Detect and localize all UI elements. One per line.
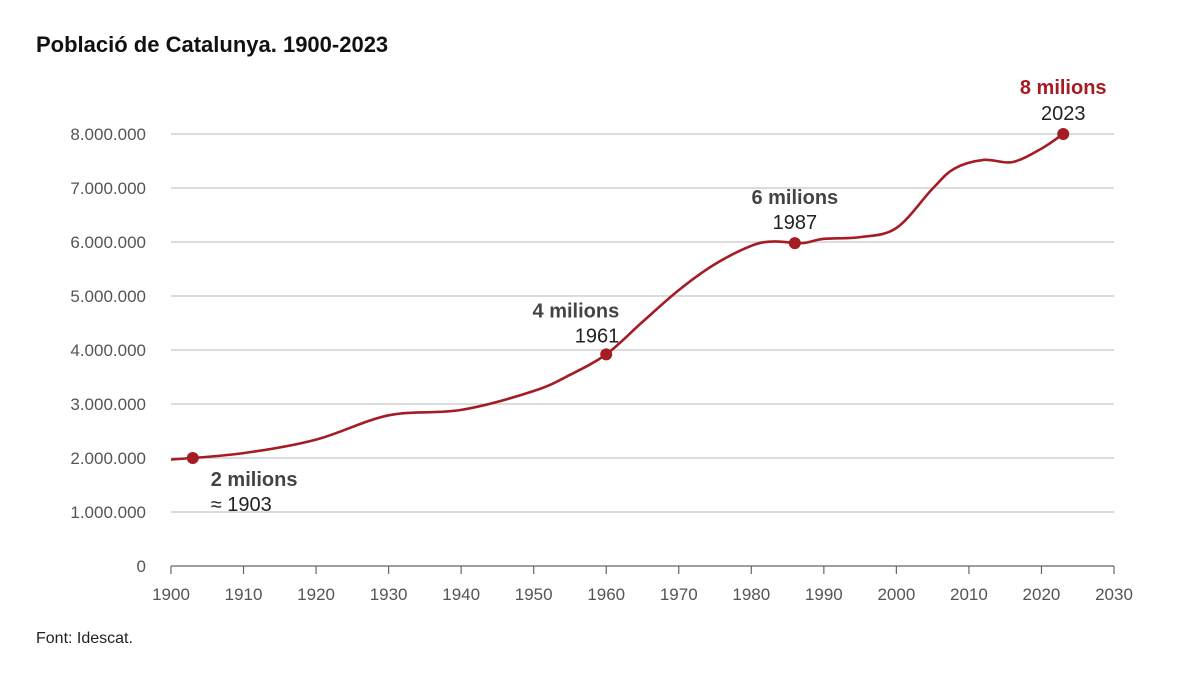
y-tick-label: 0 xyxy=(137,557,146,576)
annotation-label: 2 milions xyxy=(211,469,298,491)
x-tick-label: 1910 xyxy=(225,585,263,604)
annotation-year: 1961 xyxy=(575,325,620,347)
annotation-label: 6 milions xyxy=(751,187,838,209)
x-tick-label: 2030 xyxy=(1095,585,1133,604)
annotation-year: 2023 xyxy=(1041,103,1086,125)
data-point-marker xyxy=(1057,128,1070,140)
y-tick-label: 5.000.000 xyxy=(70,287,146,306)
x-tick-label: 1960 xyxy=(587,585,625,604)
y-tick-label: 2.000.000 xyxy=(70,449,146,468)
x-tick-label: 1940 xyxy=(442,585,480,604)
population-series xyxy=(170,132,1064,461)
x-tick-label: 1930 xyxy=(370,585,408,604)
annotation-label: 4 milions xyxy=(533,300,620,322)
annotation-label: 8 milions xyxy=(1020,77,1107,99)
x-tick-label: 1980 xyxy=(732,585,770,604)
grid-lines xyxy=(171,133,1114,513)
x-tick-label: 1990 xyxy=(805,585,843,604)
y-tick-label: 7.000.000 xyxy=(70,179,146,198)
x-tick-label: 1950 xyxy=(515,585,553,604)
y-tick-label: 6.000.000 xyxy=(70,233,146,252)
y-tick-label: 4.000.000 xyxy=(70,341,146,360)
chart-title: Població de Catalunya. 1900-2023 xyxy=(36,32,389,57)
data-point-marker xyxy=(788,237,801,250)
y-tick-label: 8.000.000 xyxy=(70,125,146,144)
data-point-marker xyxy=(186,452,199,464)
data-point-marker xyxy=(600,348,613,361)
x-tick-label: 1970 xyxy=(660,585,698,604)
y-tick-label: 3.000.000 xyxy=(70,395,146,414)
x-tick-label: 1920 xyxy=(297,585,335,604)
population-line xyxy=(170,132,1064,461)
x-tick-label: 2020 xyxy=(1023,585,1061,604)
x-tick-label: 2010 xyxy=(950,585,988,604)
x-axis: 1900 1910 1920 1930 1940 1950 1960 1970 1980 1990… xyxy=(152,565,1133,604)
x-tick-label: 1900 xyxy=(152,585,190,604)
y-axis-ticks: 0 1.000.000 2.000.000 3.000.000 4.000.000 5.0… xyxy=(70,125,146,576)
x-tick-label: 2000 xyxy=(877,585,915,604)
annotation-year: 1987 xyxy=(773,212,818,234)
source-note: Font: Idescat. xyxy=(36,630,133,647)
y-tick-label: 1.000.000 xyxy=(70,503,146,522)
annotations: 2 milions ≈ 1903 4 milions 1961 6 milions 198… xyxy=(186,77,1107,516)
annotation-year: ≈ 1903 xyxy=(211,494,272,516)
